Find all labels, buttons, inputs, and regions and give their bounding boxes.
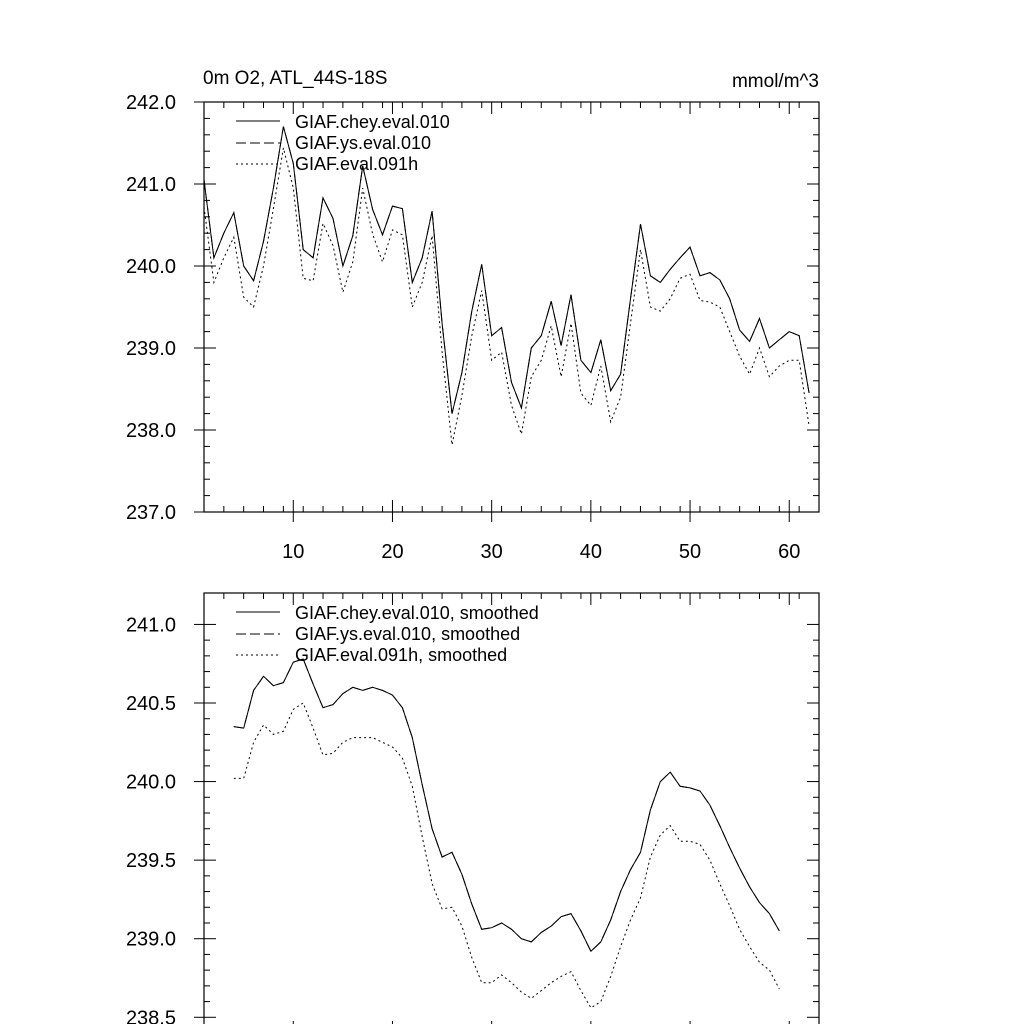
bottom-legend-label-2: GIAF.eval.091h, smoothed	[295, 645, 507, 665]
top-series-group	[203, 126, 810, 445]
bottom-ytick-label: 239.0	[126, 929, 176, 951]
bottom-ytick-label: 240.0	[126, 772, 176, 794]
top-xtick-label: 20	[381, 541, 403, 563]
bottom-series-line-2	[233, 702, 780, 1009]
bottom-ytick-label: 240.5	[126, 693, 176, 715]
top-grid-ticks: 10 20 30 40 50 60 237.0 238.0 239.0 240.0 241.0 242…	[126, 92, 820, 563]
top-legend: GIAF.chey.eval.010 GIAF.ys.eval.010 GIAF…	[236, 112, 450, 174]
bottom-legend-label-1: GIAF.ys.eval.010, smoothed	[295, 624, 520, 644]
top-ytick-label: 240.0	[126, 256, 176, 278]
top-ytick-label: 239.0	[126, 338, 176, 360]
bottom-series-group	[233, 658, 780, 1009]
top-series-line-1	[203, 126, 810, 414]
bottom-legend: GIAF.chey.eval.010, smoothed GIAF.ys.eva…	[236, 603, 539, 665]
top-ytick-label: 238.0	[126, 420, 176, 442]
top-xtick-label: 60	[778, 541, 800, 563]
bottom-ytick-label: 241.0	[126, 614, 176, 636]
top-legend-label-0: GIAF.chey.eval.010	[295, 112, 450, 132]
bottom-ytick-label: 239.5	[126, 850, 176, 872]
top-xtick-label: 40	[580, 541, 602, 563]
top-xtick-label: 50	[679, 541, 701, 563]
top-panel-title: 0m O2, ATL_44S-18S	[203, 68, 387, 89]
top-series-line-2	[203, 147, 810, 445]
top-xtick-label: 10	[282, 541, 304, 563]
top-ytick-label: 242.0	[126, 92, 176, 114]
top-ytick-label: 241.0	[126, 174, 176, 196]
bottom-ytick-label: 238.5	[126, 1007, 176, 1024]
top-xtick-label: 30	[481, 541, 503, 563]
top-panel: 0m O2, ATL_44S-18S mmol/m^3 10 20 30 40 50 60…	[126, 68, 820, 563]
bottom-series-line-1	[233, 658, 780, 953]
top-plot-frame	[203, 101, 820, 513]
bottom-grid-ticks: 238.5 239.0 239.5 240.0 240.5 241.0	[126, 593, 820, 1024]
top-legend-label-1: GIAF.ys.eval.010	[295, 133, 431, 153]
bottom-legend-label-0: GIAF.chey.eval.010, smoothed	[295, 603, 539, 623]
bottom-plot-frame	[203, 592, 820, 1024]
top-panel-units: mmol/m^3	[732, 71, 819, 92]
bottom-panel: 238.5 239.0 239.5 240.0 240.5 241.0 GIAF.chey…	[126, 592, 820, 1024]
top-legend-label-2: GIAF.eval.091h	[295, 154, 418, 174]
bottom-series-line-0	[233, 658, 780, 953]
top-ytick-label: 237.0	[126, 502, 176, 524]
